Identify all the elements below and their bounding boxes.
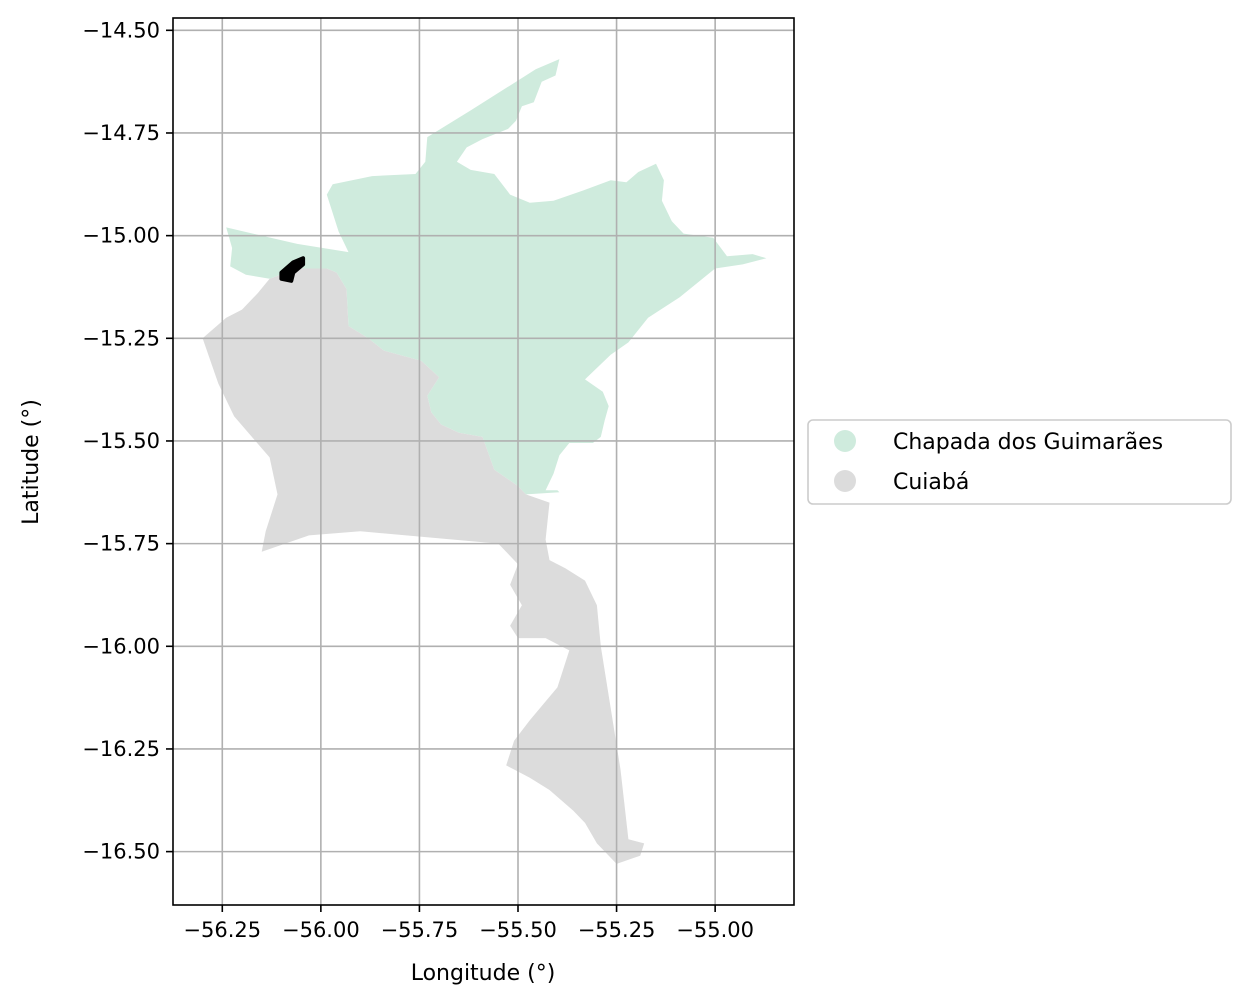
y-axis-label: Latitude (°) xyxy=(19,399,44,525)
region-chapada-dos-guimaraes xyxy=(226,59,767,495)
x-axis-label: Longitude (°) xyxy=(411,961,556,986)
legend-marker-cuiaba xyxy=(834,470,856,492)
y-tick-label: −16.00 xyxy=(82,634,160,658)
grid-layer xyxy=(173,18,794,905)
x-tick-label: −55.25 xyxy=(578,918,656,942)
plot-frame xyxy=(172,17,795,906)
legend-label-cuiaba: Cuiabá xyxy=(893,470,969,495)
y-tick-layer: −14.50 −14.75 −15.00 −15.25 −15.50 −15.75 −16.… xyxy=(82,18,173,864)
region-highlighted-area xyxy=(279,256,306,283)
y-tick-label: −14.75 xyxy=(82,121,160,145)
x-tick-label: −56.00 xyxy=(282,918,360,942)
region-cuiaba xyxy=(202,268,645,864)
y-tick-label: −14.50 xyxy=(82,18,160,42)
legend-marker-chapada xyxy=(834,430,856,452)
y-tick-label: −16.25 xyxy=(82,737,160,761)
x-tick-label: −55.00 xyxy=(676,918,754,942)
region-layer xyxy=(202,59,767,864)
legend-label-chapada: Chapada dos Guimarães xyxy=(893,430,1163,455)
y-tick-label: −15.25 xyxy=(82,326,160,350)
x-tick-label: −55.50 xyxy=(479,918,557,942)
y-tick-label: −15.00 xyxy=(82,224,160,248)
y-tick-label: −15.50 xyxy=(82,429,160,453)
x-tick-label: −56.25 xyxy=(183,918,261,942)
legend-box xyxy=(807,419,1232,505)
x-tick-layer: −56.25 −56.00 −55.75 −55.50 −55.25 −55.00 xyxy=(183,905,754,942)
legend: Chapada dos Guimarães Cuiabá xyxy=(807,419,1232,505)
x-tick-label: −55.75 xyxy=(381,918,459,942)
y-tick-label: −15.75 xyxy=(82,532,160,556)
y-tick-label: −16.50 xyxy=(82,840,160,864)
